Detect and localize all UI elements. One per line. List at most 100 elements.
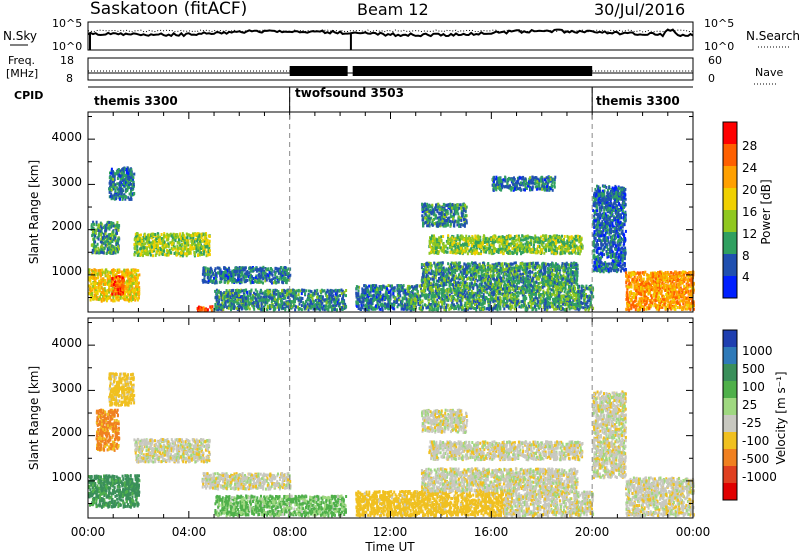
heatmap-cell <box>398 293 400 297</box>
heatmap-cell <box>273 295 276 299</box>
heatmap-cell <box>252 277 255 280</box>
heatmap-cell <box>294 291 297 295</box>
heatmap-cell <box>108 296 111 300</box>
freq-tick-bottom: 8 <box>66 72 73 85</box>
heatmap-cell <box>138 233 141 237</box>
heatmap-cell <box>189 244 192 248</box>
heatmap-cell <box>281 273 284 277</box>
heatmap-cell <box>563 308 566 312</box>
heatmap-cell <box>91 292 94 295</box>
heatmap-cell <box>132 180 135 184</box>
heatmap-cell <box>301 297 304 300</box>
heatmap-cell <box>179 236 182 240</box>
heatmap-cell <box>232 288 235 292</box>
heatmap-cell <box>109 182 112 186</box>
heatmap-cell <box>205 250 208 254</box>
heatmap-cell <box>110 192 113 196</box>
heatmap-cell <box>110 188 113 192</box>
cpid-segment-label: themis 3300 <box>94 94 178 108</box>
heatmap-cell <box>109 234 112 238</box>
heatmap-cell <box>187 248 190 252</box>
heatmap-cell <box>488 304 491 308</box>
heatmap-cell <box>546 308 549 312</box>
heatmap-cell <box>162 249 165 253</box>
heatmap-cell <box>179 233 181 237</box>
heatmap-cell <box>224 270 227 274</box>
heatmap-cell <box>116 241 119 244</box>
heatmap-cell <box>284 296 287 300</box>
heatmap-cell <box>241 266 244 270</box>
heatmap-cell <box>279 292 282 296</box>
heatmap-cell <box>453 307 456 311</box>
heatmap-cell <box>256 290 259 294</box>
heatmap-cell <box>288 293 291 297</box>
heatmap-cell <box>108 221 111 224</box>
heatmap-cell <box>93 236 96 240</box>
heatmap-cell <box>379 297 382 301</box>
heatmap-cell <box>136 297 139 301</box>
heatmap-cell <box>229 296 232 299</box>
heatmap-cell <box>266 308 269 312</box>
heatmap-cell <box>235 291 238 295</box>
heatmap-cell <box>102 277 105 281</box>
heatmap-cell <box>554 303 557 307</box>
heatmap-cell <box>333 299 335 303</box>
heatmap-cell <box>297 305 299 309</box>
heatmap-cell <box>240 305 242 308</box>
heatmap-cell <box>334 292 337 296</box>
heatmap-cell <box>518 305 521 309</box>
heatmap-cell <box>252 306 255 310</box>
heatmap-cell <box>214 267 217 271</box>
heatmap-cell <box>491 285 494 289</box>
heatmap-cell <box>488 291 491 295</box>
heatmap-cell <box>249 301 252 305</box>
heatmap-cell <box>248 307 251 311</box>
heatmap-cell <box>428 298 431 302</box>
heatmap-cell <box>98 232 101 235</box>
heatmap-cell <box>135 269 138 273</box>
heatmap-cell <box>569 305 572 309</box>
heatmap-cell <box>413 294 416 298</box>
heatmap-cell <box>472 299 475 303</box>
heatmap-cell <box>566 295 569 299</box>
heatmap-cell <box>109 237 112 240</box>
heatmap-cell <box>193 243 196 246</box>
heatmap-cell <box>321 307 324 311</box>
heatmap-cell <box>236 302 239 306</box>
heatmap-cell <box>266 294 269 298</box>
heatmap-cell <box>116 270 119 274</box>
heatmap-cell <box>560 294 563 298</box>
heatmap-cell <box>134 285 137 289</box>
heatmap-cell <box>257 273 260 277</box>
heatmap-cell <box>163 240 166 244</box>
heatmap-cell <box>109 224 112 228</box>
heatmap-cell <box>91 250 94 254</box>
heatmap-cell <box>264 273 267 277</box>
heatmap-cell <box>177 249 179 253</box>
heatmap-cell <box>300 292 303 296</box>
heatmap-cell <box>415 285 418 289</box>
heatmap-cell <box>110 280 113 284</box>
heatmap-cell <box>548 301 551 305</box>
heatmap-cell <box>562 286 565 290</box>
heatmap-cell <box>332 294 335 298</box>
heatmap-cell <box>136 283 139 287</box>
heatmap-cell <box>99 224 102 228</box>
heatmap-cell <box>268 279 271 283</box>
heatmap-cell <box>570 306 573 310</box>
heatmap-cell <box>426 294 429 298</box>
heatmap-cell <box>212 271 215 275</box>
heatmap-cell <box>120 188 122 192</box>
heatmap-cell <box>134 277 137 281</box>
heatmap-cell <box>510 300 513 304</box>
heatmap-cell <box>479 294 482 298</box>
heatmap-cell <box>101 294 104 298</box>
heatmap-cell <box>111 277 114 280</box>
heatmap-cell <box>309 289 312 293</box>
heatmap-cell <box>284 272 287 276</box>
heatmap-cell <box>377 299 380 303</box>
heatmap-cell <box>170 241 173 245</box>
heatmap-cell <box>485 287 488 291</box>
heatmap-cell <box>360 304 363 308</box>
heatmap-cell <box>90 223 93 227</box>
